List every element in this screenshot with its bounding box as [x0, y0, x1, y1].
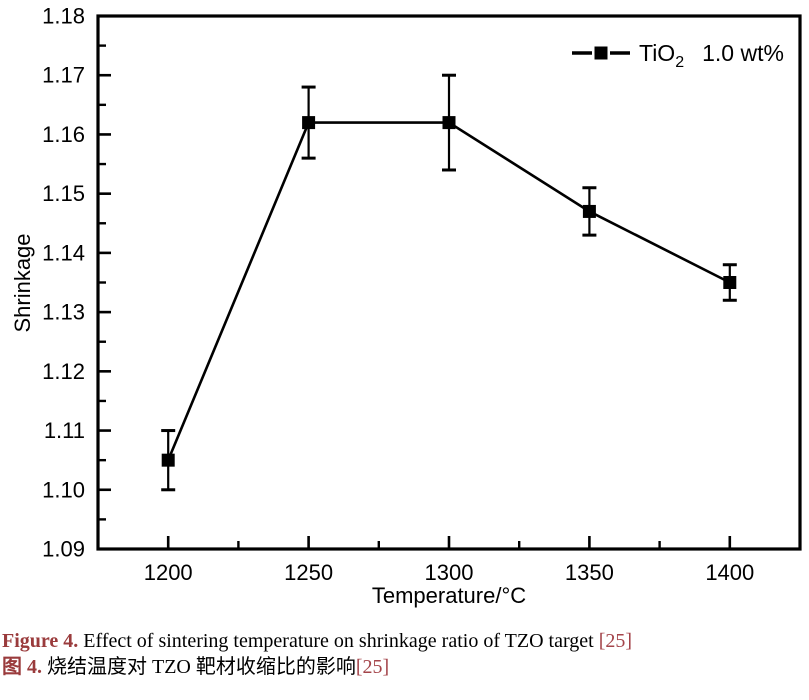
caption-chinese-citation: [25] — [355, 656, 390, 679]
legend-label: TiO2 1.0 wt% — [639, 40, 784, 71]
caption-chinese-text: 烧结温度对 TZO 靶材收缩比的影响 — [42, 656, 356, 679]
legend-concentration: 1.0 wt% — [702, 40, 784, 66]
data-point-marker — [442, 116, 456, 130]
caption-english-label: Figure 4. — [2, 630, 79, 652]
caption-chinese-label: 图 4. — [2, 656, 42, 679]
series-line — [166, 121, 731, 461]
x-tick-label: 1250 — [284, 560, 333, 585]
caption-english-text: Effect of sintering temperature on shrin… — [78, 630, 599, 652]
legend-formula-subscript: 2 — [675, 54, 684, 71]
x-tick-label: 1350 — [565, 560, 614, 585]
data-point-marker — [723, 276, 737, 289]
caption-english-citation: [25] — [598, 630, 633, 652]
figure-caption: Figure 4. Effect of sintering temperatur… — [2, 628, 802, 681]
y-tick-label: 1.09 — [42, 537, 85, 562]
y-tick-label: 1.10 — [42, 477, 85, 502]
y-axis-title: Shrinkage — [10, 233, 35, 332]
data-point-marker — [302, 116, 316, 130]
shrinkage-chart: 1.09 1.10 1.11 1.12 1.13 1.14 1.15 1.16 1.17 1.18… — [10, 4, 802, 608]
data-point-marker — [161, 453, 175, 467]
legend-square-marker-icon — [594, 46, 608, 60]
y-tick-label: 1.17 — [42, 63, 85, 88]
plot-frame — [96, 14, 802, 551]
y-tick-label: 1.16 — [42, 122, 85, 147]
x-axis-title: Temperature/°C — [372, 583, 526, 608]
y-tick-label: 1.11 — [44, 418, 85, 443]
y-tick-label: 1.18 — [42, 4, 85, 29]
data-point-marker — [582, 204, 596, 218]
caption-english: Figure 4. Effect of sintering temperatur… — [2, 628, 802, 654]
legend-formula: TiO — [639, 40, 675, 66]
y-tick-label: 1.14 — [42, 240, 85, 265]
plot-area: 1.09 1.10 1.11 1.12 1.13 1.14 1.15 1.16 1.17 1.18… — [42, 4, 802, 585]
caption-chinese: 图 4. 烧结温度对 TZO 靶材收缩比的影响[25] — [2, 654, 802, 680]
x-tick-label: 1400 — [705, 560, 754, 585]
y-tick-label: 1.12 — [42, 359, 85, 384]
legend: TiO2 1.0 wt% — [572, 40, 784, 71]
y-tick-label: 1.13 — [42, 300, 85, 325]
x-tick-label: 1200 — [144, 560, 193, 585]
x-tick-label: 1300 — [425, 560, 474, 585]
y-tick-label: 1.15 — [42, 181, 85, 206]
